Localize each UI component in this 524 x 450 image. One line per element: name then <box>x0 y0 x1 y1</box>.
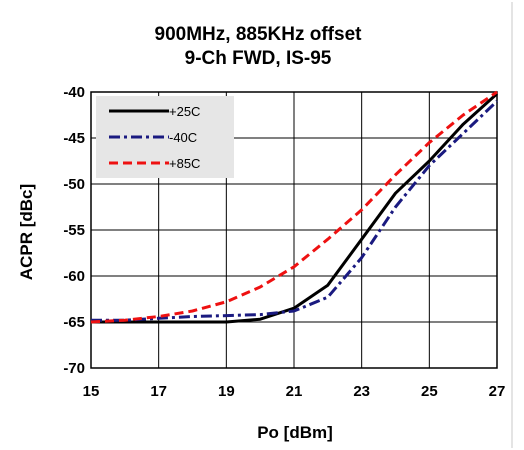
x-tick-label: 23 <box>353 383 370 400</box>
series-line-1 <box>91 100 499 322</box>
x-axis-label: Po [dBm] <box>257 423 333 442</box>
series-line-0 <box>91 92 499 324</box>
chart-title-line-2: 9-Ch FWD, IS-95 <box>185 48 332 69</box>
legend-label-2: +85C <box>169 156 200 171</box>
legend-label-0: +25C <box>169 104 200 119</box>
y-tick-label: -40 <box>63 84 85 101</box>
plot-area: 15 17 19 21 23 25 27 -40 -45 -50 -55 -60 -65 -70 +25C -… <box>63 84 505 400</box>
y-axis-label: ACPR [dBc] <box>17 184 36 280</box>
y-tick-label: -45 <box>63 130 85 147</box>
chart-title-line-1: 900MHz, 885KHz offset <box>155 24 363 45</box>
y-tick-label: -70 <box>63 360 85 377</box>
y-tick-label: -55 <box>63 222 85 239</box>
x-tick-label: 19 <box>218 383 235 400</box>
x-tick-label: 25 <box>421 383 438 400</box>
y-tick-label: -50 <box>63 176 85 193</box>
x-tick-label: 15 <box>83 383 100 400</box>
y-tick-label: -65 <box>63 314 85 331</box>
series-line-2 <box>90 90 498 324</box>
x-tick-label: 17 <box>150 383 167 400</box>
legend-label-1: -40C <box>169 130 197 145</box>
x-tick-label: 21 <box>286 383 303 400</box>
plot-border <box>90 91 498 369</box>
x-tick-label: 27 <box>489 383 506 400</box>
y-tick-label: -60 <box>63 268 85 285</box>
